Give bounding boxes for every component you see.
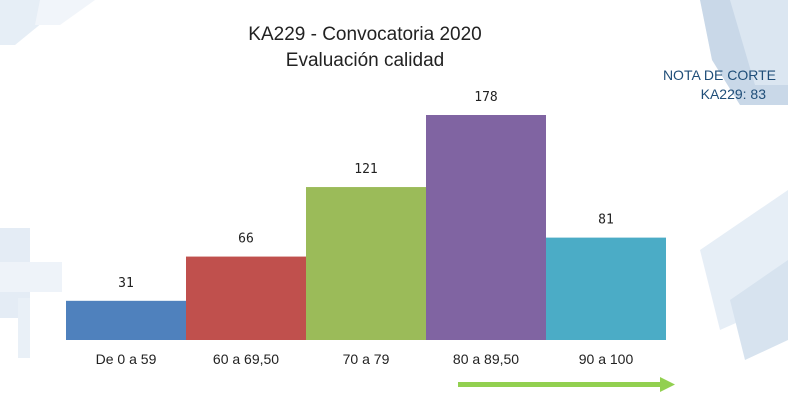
category-label-5: 90 a 100 [579,351,634,367]
chart-title-line-2: Evaluación calidad [285,50,445,71]
bar-value-label-2: 66 [238,232,254,247]
chart-title-line-1: KA229 - Convocatoria 2020 [248,24,482,45]
cutoff-note: NOTA DE CORTE KA229: 83 [616,66,776,104]
bar-5 [546,237,666,340]
bar-value-label-3: 121 [354,162,377,177]
highlight-arrow-icon [458,377,675,392]
cutoff-note-line-2: KA229: 83 [700,86,766,102]
category-label-4: 80 a 89,50 [453,351,519,367]
category-label-2: 60 a 69,50 [213,351,279,367]
bar-4 [426,115,546,340]
bar-value-label-5: 81 [598,213,614,228]
bar-value-label-1: 31 [118,276,134,291]
bar-value-label-4: 178 [474,90,497,105]
chart-title: KA229 - Convocatoria 2020 Evaluación cal… [200,22,530,74]
category-label-3: 70 a 79 [343,351,390,367]
bar-3 [306,187,426,340]
bar-1 [66,300,186,340]
category-label-1: De 0 a 59 [96,351,157,367]
cutoff-note-line-1: NOTA DE CORTE [662,67,776,83]
bar-2 [186,256,306,340]
